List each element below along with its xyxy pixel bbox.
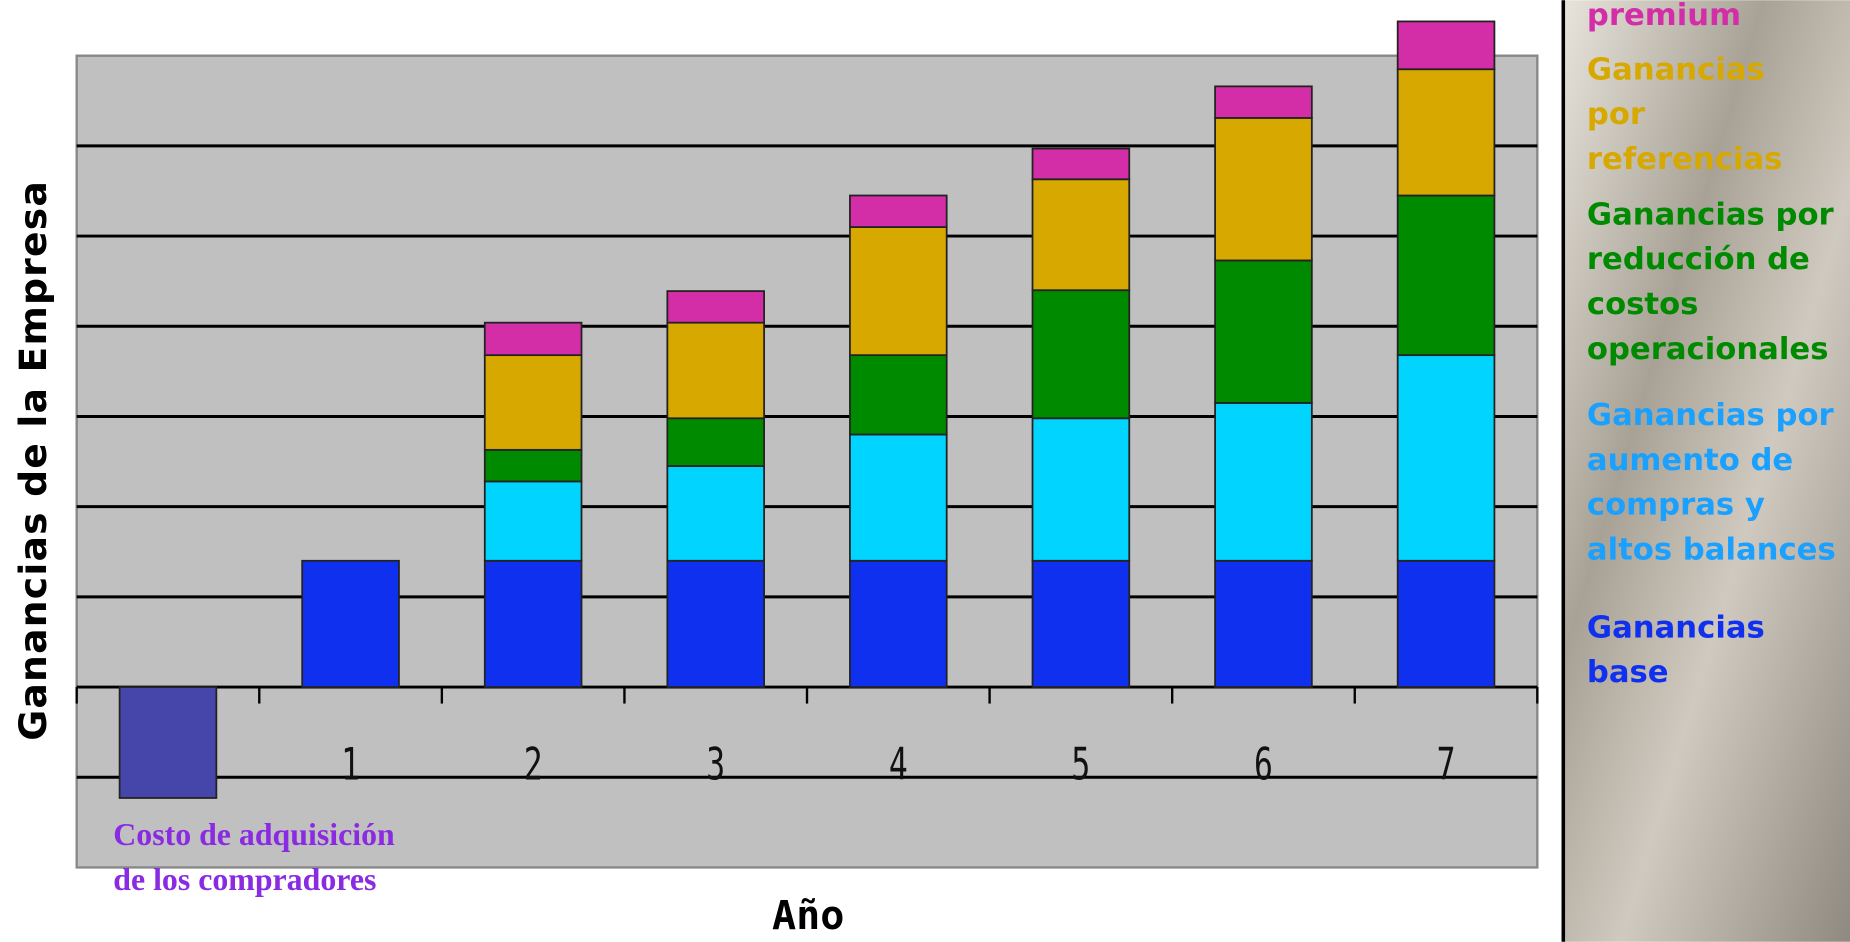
bar-segment (1033, 561, 1130, 687)
x-axis-label: Año (772, 893, 844, 939)
bar-segment (302, 561, 399, 687)
bar-segment (1215, 86, 1312, 118)
legend-label: Ganancias por aumento de compras y altos… (1587, 393, 1850, 572)
bar-segment (1033, 290, 1130, 418)
x-tick-label: 2 (524, 739, 543, 791)
bar-segment (485, 323, 582, 355)
bar-segment (1398, 69, 1495, 195)
bar-segment (850, 355, 947, 434)
bar-segment (485, 450, 582, 482)
x-tick-label: 1 (341, 739, 360, 791)
legend-entry: Ganancias base (1587, 606, 1823, 807)
bar-segment (1215, 403, 1312, 561)
bar-segment (120, 687, 217, 798)
bar-segment (485, 561, 582, 687)
bar-segment (1398, 195, 1495, 355)
bar-segment (667, 561, 764, 687)
bar-segment (485, 355, 582, 450)
legend-label: Ganancias base (1587, 606, 1823, 696)
bar-segment (850, 227, 947, 355)
cost-label: Costo de adquisición de los compradores (113, 812, 396, 902)
bar-segment (1215, 260, 1312, 403)
bar-segment (1398, 355, 1495, 561)
bar-segment (850, 435, 947, 561)
bar-segment (1033, 149, 1130, 180)
bar-segment (1033, 179, 1130, 290)
legend-entry: premium (1587, 0, 1823, 194)
bar-segment (1215, 118, 1312, 261)
y-axis-label: Ganancias de la Empresa (11, 180, 55, 741)
x-tick-label: 5 (1071, 739, 1090, 791)
x-tick-label: 4 (889, 739, 908, 791)
bar-segment (1033, 418, 1130, 561)
bar-segment (1398, 561, 1495, 687)
bar-segment (1398, 21, 1495, 69)
bar-segment (850, 561, 947, 687)
bar-segment (667, 323, 764, 419)
bar-segment (667, 291, 764, 323)
x-tick-label: 6 (1254, 739, 1273, 791)
bar-segment (485, 481, 582, 560)
x-tick-label: 7 (1437, 739, 1456, 791)
page: {"chart_data": {"type": "stacked_bar", "… (0, 0, 1850, 942)
x-tick-label: 3 (706, 739, 725, 791)
bar-segment (667, 466, 764, 561)
chart: Ganancias de la Empresa Año 1 2 3 4 5 6 7 Ganan… (0, 0, 1850, 942)
cost-annotation: Costo de adquisición de los compradores (113, 812, 396, 942)
plot-area (77, 56, 1538, 868)
bar-segment (850, 195, 947, 227)
legend-label: premium (1587, 0, 1823, 38)
bar-segment (1215, 561, 1312, 687)
bar-segment (667, 418, 764, 466)
legend-entry: Ganancias por aumento de compras y altos… (1587, 393, 1850, 594)
